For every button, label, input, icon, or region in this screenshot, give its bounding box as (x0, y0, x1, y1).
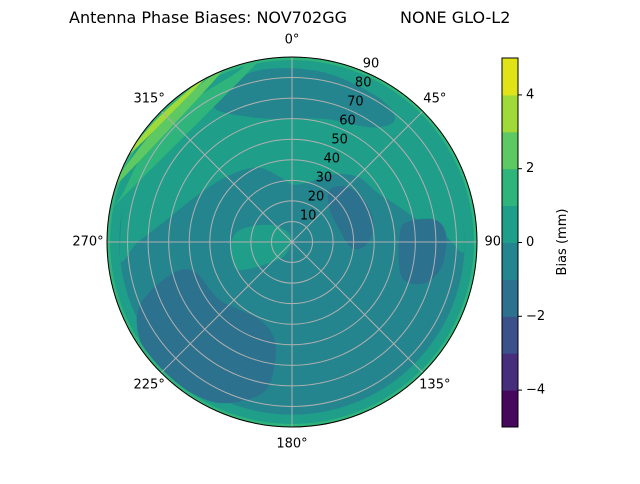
colorbar-tick-label: −2 (526, 309, 545, 324)
colorbar-band (502, 316, 518, 354)
angular-tick-label: 0° (285, 33, 300, 48)
radial-tick-label: 70 (347, 95, 364, 110)
radial-tick-label: 90 (363, 57, 380, 72)
colorbar-tick-label: 4 (526, 87, 534, 102)
colorbar-band (502, 205, 518, 243)
contour-region-10 (126, 75, 208, 157)
colorbar-label: Bias (mm) (555, 209, 570, 276)
angular-tick-label: 270° (72, 235, 103, 250)
colorbar-band (502, 279, 518, 317)
polar-grid (107, 57, 477, 427)
radial-tick-label: 30 (316, 171, 333, 186)
angular-tick-labels: 0°45°90°135°180°225°270°315° (72, 33, 507, 452)
contour-region-5 (136, 269, 276, 404)
colorbar-band (502, 168, 518, 207)
chart-title-right: NONE GLO-L2 (400, 8, 510, 27)
angular-tick-label: 225° (134, 377, 165, 392)
radial-tick-label: 20 (308, 190, 325, 205)
colorbar-band (502, 131, 518, 170)
colorbar-band (502, 390, 518, 428)
colorbar-band (502, 353, 518, 391)
colorbar-band (502, 94, 518, 133)
colorbar-band (502, 58, 518, 96)
angular-gridline-315 (160, 110, 293, 243)
contour-region-9 (111, 67, 225, 189)
angular-gridline-225 (160, 241, 293, 374)
colorbar-tick-label: 2 (526, 161, 534, 176)
colorbar: −4 −2 0 2 4 (500, 57, 545, 428)
angular-tick-label: 135° (419, 377, 450, 392)
radial-tick-labels: 10 20 30 40 50 60 70 80 90 (300, 57, 379, 224)
radial-tick-label: 40 (323, 152, 340, 167)
angular-tick-label: 180° (276, 437, 307, 452)
contour-region-4 (398, 218, 447, 285)
angular-tick-label: 45° (423, 92, 446, 107)
radial-tick-label: 10 (300, 209, 317, 224)
chart-title-left: Antenna Phase Biases: NOV702GG (69, 8, 347, 27)
colorbar-band (502, 242, 518, 280)
colorbar-tick-label: −4 (526, 383, 545, 398)
angular-tick-label: 315° (134, 92, 165, 107)
angular-gridline-45 (291, 110, 424, 243)
radial-tick-label: 50 (331, 133, 348, 148)
polar-frame (106, 56, 478, 428)
radial-tick-label: 60 (339, 114, 356, 129)
colorbar-tick-label: 0 (526, 235, 534, 250)
radial-tick-label: 80 (355, 76, 372, 91)
contour-region-8 (107, 57, 266, 219)
angular-gridline-135 (291, 241, 424, 374)
contour-region-2 (212, 68, 396, 128)
